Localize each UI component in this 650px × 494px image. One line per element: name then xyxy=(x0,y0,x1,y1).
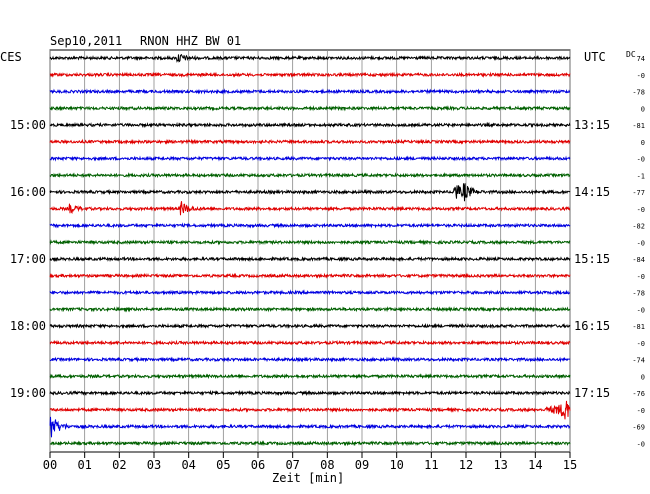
seismogram-trace xyxy=(49,155,571,162)
seismogram-trace xyxy=(49,183,571,202)
dc-offset-label: -74 xyxy=(632,357,645,365)
right-time-label: 17:15 xyxy=(574,386,610,400)
seismogram-trace xyxy=(49,289,571,296)
left-time-label: 19:00 xyxy=(10,386,46,400)
x-tick-label: 08 xyxy=(320,458,334,472)
seismogram-trace xyxy=(49,105,571,112)
labels: 00 01 02 03 04 05 06 07 08 09 10 11 12 13 14 1574-0-780… xyxy=(10,55,645,472)
dc-offset-label: -1 xyxy=(637,172,645,180)
seismogram-trace xyxy=(49,356,571,363)
seismogram-trace xyxy=(49,416,571,438)
dc-offset-label: -78 xyxy=(632,89,645,97)
right-time-label: 14:15 xyxy=(574,185,610,199)
dc-offset-label: -0 xyxy=(637,273,645,281)
seismogram-trace xyxy=(49,255,571,263)
right-time-label: 15:15 xyxy=(574,252,610,266)
dc-offset-label: -76 xyxy=(632,390,645,398)
right-time-label: 13:15 xyxy=(574,118,610,132)
dc-offset-label: 0 xyxy=(641,139,645,147)
right-time-label: 16:15 xyxy=(574,319,610,333)
seismogram-trace xyxy=(49,201,571,216)
seismogram-trace xyxy=(49,440,571,447)
grid xyxy=(49,49,571,458)
dc-offset-label: -0 xyxy=(637,440,645,448)
seismogram-trace xyxy=(49,272,571,279)
dc-offset-label: -82 xyxy=(632,223,645,231)
dc-offset-label: -84 xyxy=(632,256,645,264)
seismogram-trace xyxy=(49,172,571,179)
x-axis-label: Zeit [min] xyxy=(272,471,344,485)
x-tick-label: 04 xyxy=(181,458,195,472)
dc-offset-label: -0 xyxy=(637,340,645,348)
seismogram-trace xyxy=(49,389,571,397)
x-tick-label: 01 xyxy=(77,458,91,472)
dc-offset-label: 74 xyxy=(637,55,645,63)
x-tick-label: 10 xyxy=(389,458,403,472)
dc-label: DC xyxy=(626,50,636,59)
x-tick-label: 05 xyxy=(216,458,230,472)
dc-offset-label: -81 xyxy=(632,122,645,130)
chart-station: RNON HHZ BW 01 xyxy=(140,34,241,48)
seismogram-trace xyxy=(49,339,571,346)
x-tick-label: 09 xyxy=(355,458,369,472)
seismogram-trace xyxy=(49,88,571,95)
x-tick-label: 00 xyxy=(43,458,57,472)
left-time-label: 17:00 xyxy=(10,252,46,266)
dc-offset-label: -0 xyxy=(637,206,645,214)
seismogram-trace xyxy=(49,239,571,246)
x-tick-label: 03 xyxy=(147,458,161,472)
seismogram-trace xyxy=(49,71,571,78)
seismogram-trace xyxy=(49,400,571,420)
x-tick-label: 06 xyxy=(251,458,265,472)
x-tick-label: 13 xyxy=(493,458,507,472)
left-timezone: CES xyxy=(0,50,22,64)
x-tick-label: 14 xyxy=(528,458,542,472)
dc-offset-label: -0 xyxy=(637,306,645,314)
x-tick-label: 07 xyxy=(285,458,299,472)
traces xyxy=(49,53,571,447)
dc-offset-label: -0 xyxy=(637,156,645,164)
dc-offset-label: -0 xyxy=(637,239,645,247)
dc-offset-label: 0 xyxy=(641,105,645,113)
right-timezone: UTC xyxy=(584,50,606,64)
x-tick-label: 15 xyxy=(563,458,577,472)
left-time-label: 18:00 xyxy=(10,319,46,333)
seismogram-trace xyxy=(49,322,571,330)
left-time-label: 16:00 xyxy=(10,185,46,199)
dc-offset-label: -0 xyxy=(637,72,645,80)
seismogram-trace xyxy=(49,306,571,313)
dc-offset-label: -69 xyxy=(632,424,645,432)
chart-date: Sep10,2011 xyxy=(50,34,122,48)
seismogram-trace xyxy=(49,222,571,229)
x-tick-label: 12 xyxy=(459,458,473,472)
dc-offset-label: -0 xyxy=(637,407,645,415)
dc-offset-label: -81 xyxy=(632,323,645,331)
x-tick-label: 11 xyxy=(424,458,438,472)
dc-offset-label: -78 xyxy=(632,290,645,298)
dc-offset-label: 0 xyxy=(641,373,645,381)
seismogram-trace xyxy=(49,373,571,380)
left-time-label: 15:00 xyxy=(10,118,46,132)
dc-offset-label: -77 xyxy=(632,189,645,197)
seismogram-trace xyxy=(49,138,571,146)
seismogram-trace xyxy=(49,53,571,63)
x-tick-label: 02 xyxy=(112,458,126,472)
seismogram-trace xyxy=(49,121,571,129)
